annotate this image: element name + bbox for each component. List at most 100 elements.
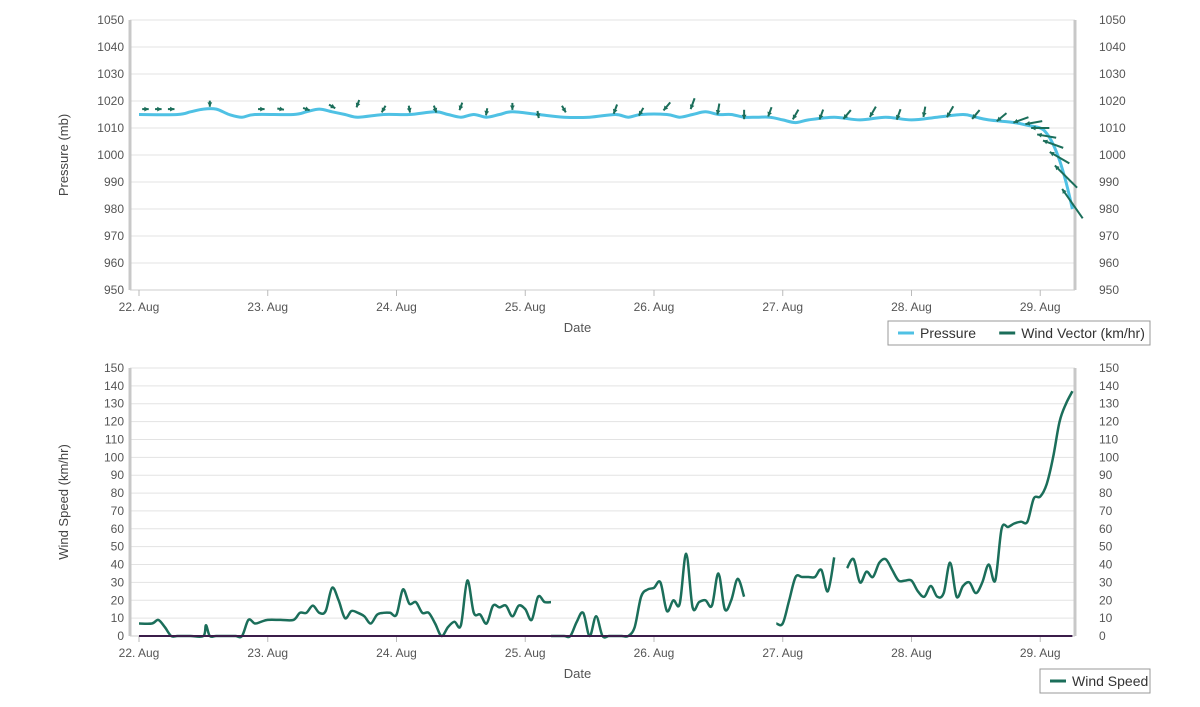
wind-vector-arrowhead (509, 105, 515, 110)
pressure-line (138, 107, 1074, 210)
wind-vector-arrowhead (260, 106, 265, 112)
wind-vector-arrowhead (1037, 132, 1042, 138)
x-tick-label: 29. Aug (1020, 300, 1061, 314)
wind-vector-arrowhead (304, 106, 310, 112)
wind-vector-arrowhead (996, 116, 1002, 122)
wind-vector-arrowhead (561, 107, 566, 113)
y-tick-label-left: 80 (111, 486, 125, 500)
wind-vector-arrow (1061, 188, 1084, 219)
wind-vector-arrowhead (895, 114, 901, 120)
wind-vector-arrowhead (355, 102, 361, 108)
y-tick-label-right: 1020 (1099, 94, 1126, 108)
wind-vector-arrowhead (144, 106, 149, 112)
wind-vector-arrowhead (535, 113, 541, 119)
y-tick-label-left: 70 (111, 504, 125, 518)
wind-vector-arrowhead (330, 103, 336, 109)
y-tick-label-left: 130 (104, 397, 124, 411)
wind-vector-arrowhead (972, 114, 977, 119)
legend: Wind Speed (1039, 668, 1151, 694)
x-tick-label: 24. Aug (376, 646, 417, 660)
x-axis-title: Date (564, 320, 591, 335)
y-tick-label-right: 50 (1099, 540, 1113, 554)
y-tick-label-right: 120 (1099, 415, 1119, 429)
y-tick-label-left: 20 (111, 593, 125, 607)
x-axis-title: Date (564, 666, 591, 681)
wind-vector-arrowhead (921, 112, 927, 117)
y-tick-label-left: 10 (111, 611, 125, 625)
wind-vector-arrowhead (869, 112, 875, 118)
y-tick-label-left: 1010 (97, 121, 124, 135)
wind-vector-arrowhead (663, 105, 669, 111)
y-tick-label-right: 100 (1099, 450, 1119, 464)
y-tick-label-right: 1050 (1099, 13, 1126, 27)
y-tick-label-right: 40 (1099, 558, 1113, 572)
y-tick-label-right: 970 (1099, 229, 1119, 243)
y-tick-label-left: 40 (111, 558, 125, 572)
y-tick-label-right: 1000 (1099, 148, 1126, 162)
x-tick-label: 27. Aug (762, 646, 803, 660)
x-tick-label: 22. Aug (119, 646, 160, 660)
y-tick-label-left: 1020 (97, 94, 124, 108)
y-tick-label-right: 30 (1099, 575, 1113, 589)
wind-vector-arrowhead (279, 106, 284, 112)
wind-vector-arrowhead (843, 114, 849, 119)
wind-speed-line (551, 552, 746, 639)
chart-wind-speed: 0 0 10 10 20 20 30 30 40 40 50 50 60 60 70 70 80 80 90 90 10… (56, 361, 1151, 694)
wind-vector-arrowhead (1049, 152, 1055, 157)
wind-vector-arrowhead (458, 105, 464, 111)
y-tick-label-left: 150 (104, 361, 124, 375)
y-tick-label-left: 120 (104, 415, 124, 429)
legend-box (887, 320, 1151, 346)
x-tick-label: 26. Aug (634, 646, 675, 660)
y-tick-label-left: 1030 (97, 67, 124, 81)
y-tick-label-left: 50 (111, 540, 125, 554)
wind-vector-arrowhead (170, 106, 175, 112)
x-tick-label: 25. Aug (505, 300, 546, 314)
wind-vector-arrow (1054, 164, 1078, 189)
y-tick-label-right: 90 (1099, 468, 1113, 482)
wind-vector-arrowhead (1062, 188, 1067, 194)
legend-label: Wind Speed (1072, 673, 1148, 689)
y-tick-label-right: 80 (1099, 486, 1113, 500)
wind-vector-arrowhead (946, 112, 952, 118)
x-tick-label: 24. Aug (376, 300, 417, 314)
x-tick-label: 29. Aug (1020, 646, 1061, 660)
wind-vector-arrowhead (741, 114, 747, 120)
x-tick-label: 23. Aug (247, 646, 288, 660)
wind-vector-arrowhead (406, 107, 412, 113)
wind-vector-arrowhead (1054, 165, 1060, 171)
y-tick-label-right: 1010 (1099, 121, 1126, 135)
y-tick-label-right: 130 (1099, 397, 1119, 411)
x-tick-label: 23. Aug (247, 300, 288, 314)
wind-vector-arrowhead (689, 104, 695, 110)
y-tick-label-right: 1040 (1099, 40, 1126, 54)
y-tick-label-right: 20 (1099, 593, 1113, 607)
legend-label: Pressure (920, 325, 976, 341)
y-tick-label-left: 0 (117, 629, 124, 643)
y-tick-label-right: 0 (1099, 629, 1106, 643)
y-tick-label-right: 980 (1099, 202, 1119, 216)
wind-vector-arrowhead (715, 109, 721, 115)
y-tick-label-left: 970 (104, 229, 124, 243)
y-tick-label-left: 1000 (97, 148, 124, 162)
y-tick-label-left: 950 (104, 283, 124, 297)
wind-vector-arrowhead (1025, 120, 1031, 126)
y-tick-label-left: 30 (111, 575, 125, 589)
wind-vector-arrowhead (157, 106, 162, 112)
y-tick-label-left: 140 (104, 379, 124, 393)
y-tick-label-right: 960 (1099, 256, 1119, 270)
x-tick-label: 25. Aug (505, 646, 546, 660)
wind-vector-arrowhead (1013, 118, 1019, 124)
y-tick-label-left: 110 (105, 432, 124, 446)
wind-vector-arrowhead (638, 110, 644, 116)
wind-speed-line (775, 557, 836, 627)
legend-label: Wind Vector (km/hr) (1021, 325, 1145, 341)
wind-vector-arrowhead (432, 107, 438, 113)
x-tick-label: 28. Aug (891, 300, 932, 314)
wind-vector-arrowhead (767, 111, 772, 117)
y-tick-label-left: 60 (111, 522, 125, 536)
y-tick-label-left: 1040 (97, 40, 124, 54)
y-axis-title: Pressure (mb) (56, 114, 71, 196)
